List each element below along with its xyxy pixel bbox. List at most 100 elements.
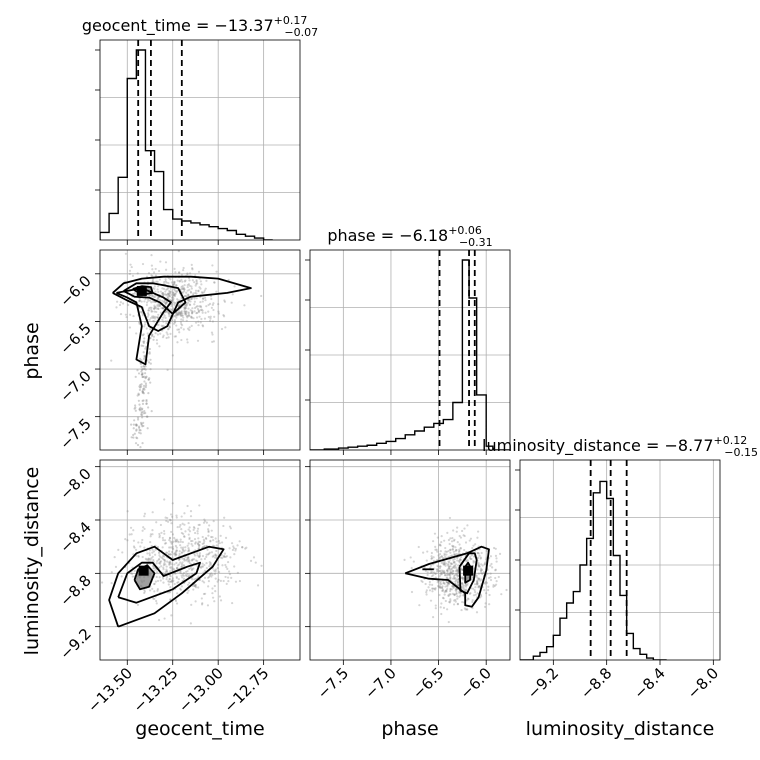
scatter-point: [195, 292, 198, 295]
scatter-point: [163, 539, 167, 542]
scatter-point: [188, 560, 191, 563]
scatter-point: [480, 568, 484, 571]
scatter-point: [478, 577, 481, 580]
scatter-point: [459, 558, 462, 562]
scatter-point: [150, 306, 153, 309]
scatter-point: [421, 580, 424, 584]
scatter-point: [428, 589, 432, 592]
scatter-point: [439, 569, 442, 573]
scatter-point: [219, 579, 222, 583]
scatter-point: [201, 542, 204, 545]
scatter-point: [170, 614, 173, 617]
scatter-point: [184, 546, 187, 549]
scatter-point: [173, 280, 176, 283]
scatter-point: [164, 290, 167, 293]
scatter-point: [180, 312, 183, 315]
scatter-point: [190, 315, 193, 319]
scatter-point: [151, 316, 154, 320]
scatter-point: [189, 515, 193, 518]
scatter-point: [447, 583, 450, 586]
scatter-point: [168, 563, 171, 566]
scatter-point: [152, 558, 155, 562]
scatter-point: [233, 285, 236, 288]
scatter-point: [182, 287, 185, 291]
scatter-point: [457, 582, 460, 585]
scatter-point: [176, 312, 180, 316]
scatter-point: [170, 563, 174, 566]
scatter-point: [132, 433, 135, 437]
scatter-point: [203, 520, 207, 523]
scatter-point: [236, 571, 239, 574]
scatter-point: [168, 293, 171, 296]
scatter-point: [142, 387, 146, 390]
scatter-point: [141, 373, 144, 376]
scatter-point: [474, 543, 477, 546]
scatter-point: [210, 551, 214, 554]
scatter-point: [144, 386, 147, 389]
ylabel-phase: phase: [21, 322, 43, 379]
scatter-point: [184, 573, 187, 577]
scatter-point: [449, 593, 452, 596]
scatter-point: [230, 576, 233, 579]
scatter-point: [225, 582, 228, 585]
scatter-point: [180, 286, 183, 289]
scatter-point: [231, 293, 234, 296]
scatter-point: [161, 555, 165, 558]
scatter-point: [171, 284, 175, 287]
scatter-point: [449, 574, 452, 578]
scatter-point: [164, 310, 168, 314]
scatter-point: [208, 524, 211, 527]
scatter-point: [178, 304, 181, 307]
scatter-point: [186, 289, 189, 292]
scatter-point: [167, 561, 170, 564]
scatter-point: [466, 608, 469, 611]
scatter-point: [133, 407, 136, 410]
scatter-point: [212, 520, 215, 523]
scatter-point: [183, 294, 186, 298]
scatter-point: [458, 549, 461, 553]
scatter-point: [156, 288, 159, 291]
scatter-point: [452, 565, 455, 569]
scatter-point: [176, 564, 179, 567]
scatter-point: [176, 581, 179, 584]
scatter-point: [460, 586, 464, 589]
scatter-point: [180, 551, 183, 554]
scatter-point: [476, 582, 479, 585]
scatter-point: [178, 550, 181, 553]
scatter-point: [142, 392, 145, 395]
scatter-point: [179, 523, 182, 527]
scatter-point: [136, 272, 139, 275]
scatter-point: [450, 562, 453, 566]
scatter-point: [196, 305, 199, 308]
scatter-point: [470, 554, 474, 557]
scatter-point: [447, 581, 450, 585]
scatter-point: [445, 553, 448, 556]
scatter-point: [181, 557, 184, 560]
scatter-point: [163, 529, 166, 533]
scatter-point: [159, 562, 162, 565]
scatter-point: [454, 549, 457, 553]
scatter-point: [195, 586, 198, 589]
scatter-point: [428, 583, 431, 586]
scatter-point: [172, 301, 175, 304]
scatter-point: [443, 554, 446, 557]
scatter-point: [202, 592, 206, 596]
scatter-point: [484, 602, 487, 605]
scatter-point: [497, 575, 500, 579]
scatter-point: [181, 564, 184, 567]
scatter-point: [215, 540, 218, 543]
scatter-point: [167, 294, 170, 297]
scatter-point: [441, 570, 444, 574]
scatter-point: [179, 320, 183, 324]
scatter-point: [484, 582, 487, 585]
scatter-point: [443, 570, 446, 573]
scatter-point: [196, 552, 199, 555]
scatter-point: [179, 314, 183, 317]
scatter-point: [140, 373, 143, 376]
ylabel-luminosity-distance: luminosity_distance: [21, 467, 43, 656]
scatter-point: [207, 553, 210, 556]
scatter-point: [140, 370, 143, 373]
scatter-point: [182, 266, 185, 270]
scatter-point: [148, 554, 151, 557]
scatter-point: [189, 290, 192, 293]
